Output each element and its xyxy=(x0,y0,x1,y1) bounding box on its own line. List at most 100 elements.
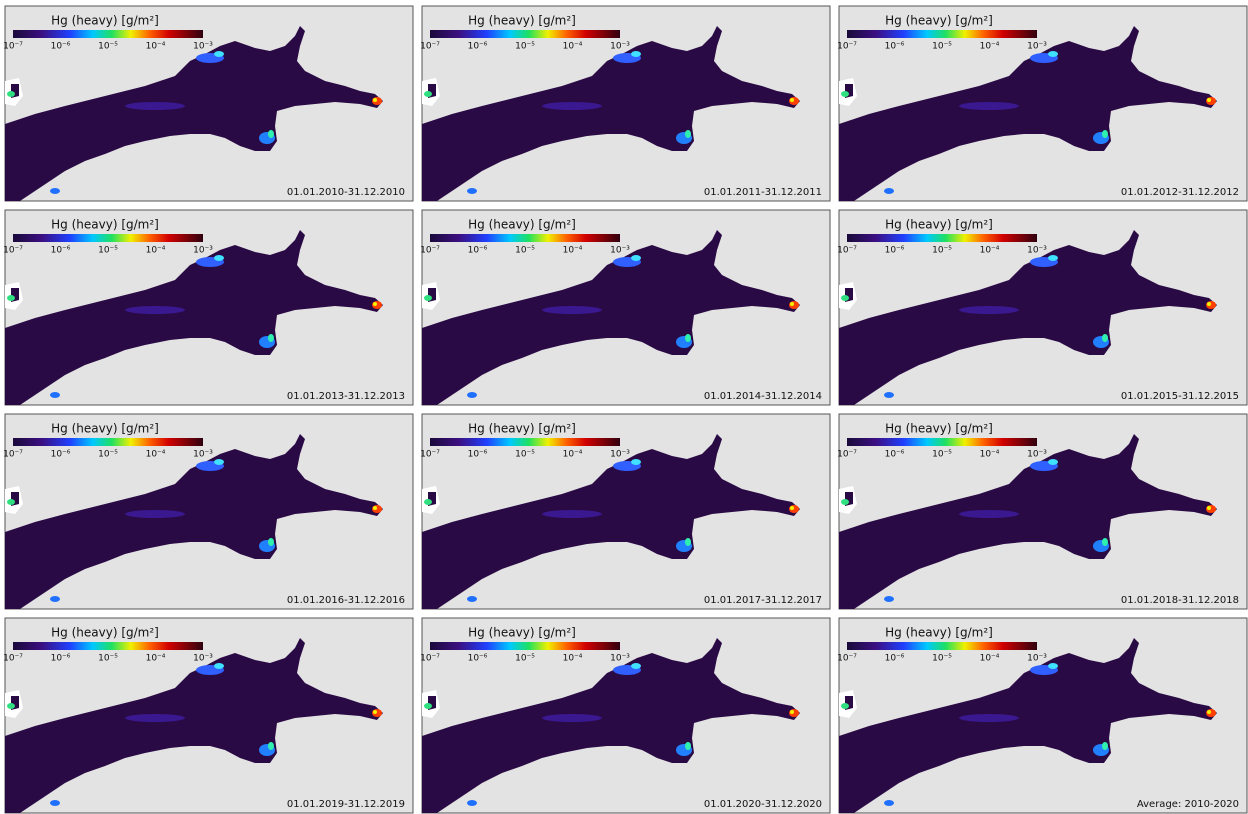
colorbar-tick-label: 10⁻⁶ xyxy=(468,450,488,460)
colorbar-tick-label: 10⁻⁴ xyxy=(146,450,166,460)
colorbar-tick-label: 10⁻⁶ xyxy=(51,246,71,256)
colorbar-tick-label: 10⁻⁶ xyxy=(885,42,905,52)
panel-label: 01.01.2020-31.12.2020 xyxy=(704,799,822,810)
colorbar-tick-label: 10⁻³ xyxy=(1027,246,1047,256)
colorbar-tick-label: 10⁻⁶ xyxy=(468,42,488,52)
panel-label: 01.01.2012-31.12.2012 xyxy=(1121,187,1239,198)
colorbar-title: Hg (heavy) [g/m²] xyxy=(885,218,993,232)
map-panel: Hg (heavy) [g/m²] 10⁻⁷ 10⁻⁶ 10⁻⁵ 10⁻⁴ 10⁻³ Ave… xyxy=(837,617,1248,814)
colorbar-tick-label: 10⁻³ xyxy=(610,450,630,460)
colorbar-tick-label: 10⁻⁵ xyxy=(98,654,118,664)
colorbar-title: Hg (heavy) [g/m²] xyxy=(885,626,993,640)
colorbar xyxy=(430,438,620,446)
panel-label: 01.01.2014-31.12.2014 xyxy=(704,391,822,402)
colorbar-title: Hg (heavy) [g/m²] xyxy=(468,218,576,232)
colorbar-tick-label: 10⁻⁵ xyxy=(932,450,952,460)
map-panel: Hg (heavy) [g/m²] 10⁻⁷ 10⁻⁶ 10⁻⁵ 10⁻⁴ 10⁻³ 01.… xyxy=(3,5,414,202)
colorbar-tick-label: 10⁻⁷ xyxy=(837,654,857,664)
colorbar-tick-label: 10⁻⁵ xyxy=(98,246,118,256)
colorbar-tick-label: 10⁻⁵ xyxy=(515,450,535,460)
colorbar-tick-label: 10⁻³ xyxy=(1027,450,1047,460)
panel-label: 01.01.2018-31.12.2018 xyxy=(1121,595,1239,606)
panel-label: 01.01.2013-31.12.2013 xyxy=(287,391,405,402)
colorbar-tick-label: 10⁻⁷ xyxy=(3,654,23,664)
colorbar-tick-label: 10⁻⁷ xyxy=(420,246,440,256)
colorbar-tick-label: 10⁻⁷ xyxy=(420,654,440,664)
colorbar-tick-label: 10⁻⁷ xyxy=(420,450,440,460)
colorbar-tick-label: 10⁻⁵ xyxy=(932,246,952,256)
colorbar xyxy=(430,234,620,242)
panel-label: 01.01.2019-31.12.2019 xyxy=(287,799,405,810)
colorbar-tick-label: 10⁻⁴ xyxy=(146,246,166,256)
colorbar-tick-label: 10⁻⁵ xyxy=(515,246,535,256)
colorbar xyxy=(13,438,203,446)
colorbar xyxy=(847,30,1037,38)
map-panel: Hg (heavy) [g/m²] 10⁻⁷ 10⁻⁶ 10⁻⁵ 10⁻⁴ 10⁻³ 01.… xyxy=(3,617,414,814)
map-panel: Hg (heavy) [g/m²] 10⁻⁷ 10⁻⁶ 10⁻⁵ 10⁻⁴ 10⁻³ 01.… xyxy=(837,209,1248,406)
colorbar-tick-label: 10⁻⁶ xyxy=(468,246,488,256)
panel-label: 01.01.2015-31.12.2015 xyxy=(1121,391,1239,402)
colorbar-tick-label: 10⁻³ xyxy=(610,654,630,664)
map-panel: Hg (heavy) [g/m²] 10⁻⁷ 10⁻⁶ 10⁻⁵ 10⁻⁴ 10⁻³ 01.… xyxy=(420,209,831,406)
colorbar-tick-label: 10⁻⁵ xyxy=(98,450,118,460)
colorbar xyxy=(847,438,1037,446)
colorbar-tick-label: 10⁻⁶ xyxy=(51,654,71,664)
colorbar-title: Hg (heavy) [g/m²] xyxy=(885,422,993,436)
colorbar-title: Hg (heavy) [g/m²] xyxy=(885,14,993,28)
map-panel: Hg (heavy) [g/m²] 10⁻⁷ 10⁻⁶ 10⁻⁵ 10⁻⁴ 10⁻³ 01.… xyxy=(420,413,831,610)
colorbar-tick-label: 10⁻³ xyxy=(1027,42,1047,52)
colorbar-title: Hg (heavy) [g/m²] xyxy=(51,626,159,640)
colorbar xyxy=(847,234,1037,242)
panel-label: Average: 2010-2020 xyxy=(1137,799,1239,810)
panel-label: 01.01.2011-31.12.2011 xyxy=(704,187,822,198)
colorbar-tick-label: 10⁻⁵ xyxy=(932,654,952,664)
colorbar-tick-label: 10⁻⁶ xyxy=(885,450,905,460)
colorbar-tick-label: 10⁻⁴ xyxy=(980,246,1000,256)
colorbar-tick-label: 10⁻⁵ xyxy=(98,42,118,52)
colorbar-tick-label: 10⁻⁵ xyxy=(515,42,535,52)
colorbar-tick-label: 10⁻³ xyxy=(193,654,213,664)
map-panel: Hg (heavy) [g/m²] 10⁻⁷ 10⁻⁶ 10⁻⁵ 10⁻⁴ 10⁻³ 01.… xyxy=(3,413,414,610)
colorbar-tick-label: 10⁻³ xyxy=(193,42,213,52)
map-panel: Hg (heavy) [g/m²] 10⁻⁷ 10⁻⁶ 10⁻⁵ 10⁻⁴ 10⁻³ 01.… xyxy=(837,5,1248,202)
colorbar-tick-label: 10⁻⁶ xyxy=(51,42,71,52)
colorbar xyxy=(430,30,620,38)
colorbar-tick-label: 10⁻⁷ xyxy=(837,246,857,256)
colorbar-tick-label: 10⁻⁷ xyxy=(837,450,857,460)
colorbar-tick-label: 10⁻⁴ xyxy=(563,654,583,664)
colorbar-title: Hg (heavy) [g/m²] xyxy=(468,422,576,436)
colorbar-tick-label: 10⁻⁷ xyxy=(837,42,857,52)
colorbar-tick-label: 10⁻⁴ xyxy=(980,654,1000,664)
colorbar-tick-label: 10⁻⁷ xyxy=(3,42,23,52)
colorbar xyxy=(430,642,620,650)
colorbar-tick-label: 10⁻⁵ xyxy=(515,654,535,664)
colorbar-tick-label: 10⁻⁷ xyxy=(3,246,23,256)
colorbar-tick-label: 10⁻⁷ xyxy=(3,450,23,460)
panel-label: 01.01.2017-31.12.2017 xyxy=(704,595,822,606)
colorbar-tick-label: 10⁻⁶ xyxy=(885,654,905,664)
colorbar-tick-label: 10⁻⁴ xyxy=(563,450,583,460)
colorbar-tick-label: 10⁻⁵ xyxy=(932,42,952,52)
colorbar-title: Hg (heavy) [g/m²] xyxy=(51,14,159,28)
colorbar-tick-label: 10⁻⁶ xyxy=(51,450,71,460)
colorbar-tick-label: 10⁻³ xyxy=(610,42,630,52)
map-panel: Hg (heavy) [g/m²] 10⁻⁷ 10⁻⁶ 10⁻⁵ 10⁻⁴ 10⁻³ 01.… xyxy=(420,617,831,814)
colorbar-tick-label: 10⁻⁴ xyxy=(146,42,166,52)
colorbar-tick-label: 10⁻⁴ xyxy=(563,246,583,256)
colorbar xyxy=(847,642,1037,650)
colorbar-title: Hg (heavy) [g/m²] xyxy=(468,626,576,640)
map-panel: Hg (heavy) [g/m²] 10⁻⁷ 10⁻⁶ 10⁻⁵ 10⁻⁴ 10⁻³ 01.… xyxy=(3,209,414,406)
colorbar xyxy=(13,30,203,38)
colorbar-tick-label: 10⁻³ xyxy=(193,450,213,460)
panel-label: 01.01.2010-31.12.2010 xyxy=(287,187,405,198)
panel-label: 01.01.2016-31.12.2016 xyxy=(287,595,405,606)
colorbar-tick-label: 10⁻⁴ xyxy=(563,42,583,52)
colorbar-title: Hg (heavy) [g/m²] xyxy=(51,218,159,232)
colorbar-title: Hg (heavy) [g/m²] xyxy=(51,422,159,436)
colorbar xyxy=(13,642,203,650)
map-panel: Hg (heavy) [g/m²] 10⁻⁷ 10⁻⁶ 10⁻⁵ 10⁻⁴ 10⁻³ 01.… xyxy=(420,5,831,202)
map-panel: Hg (heavy) [g/m²] 10⁻⁷ 10⁻⁶ 10⁻⁵ 10⁻⁴ 10⁻³ 01.… xyxy=(837,413,1248,610)
colorbar-tick-label: 10⁻⁴ xyxy=(980,450,1000,460)
colorbar-tick-label: 10⁻⁴ xyxy=(980,42,1000,52)
